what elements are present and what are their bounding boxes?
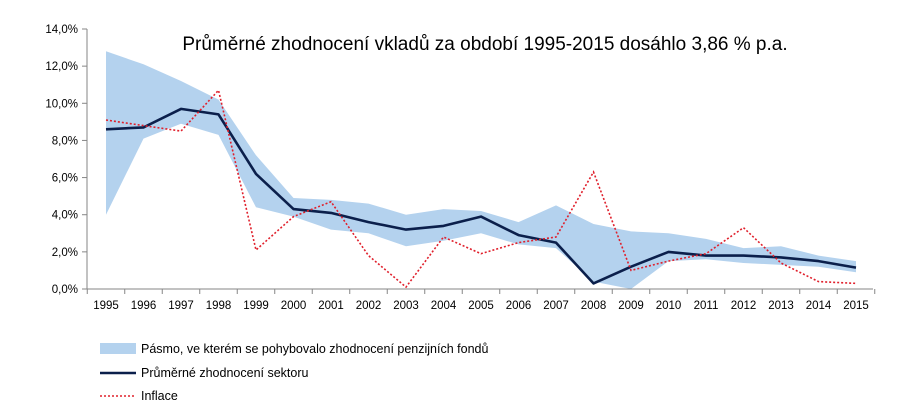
x-tick-label: 2004	[431, 300, 457, 312]
x-tick-label: 1999	[243, 300, 269, 312]
sector-average-line	[105, 107, 857, 285]
y-tick-label: 8,0%	[52, 135, 78, 147]
inflation-line	[105, 88, 857, 289]
legend-label: Inflace	[141, 389, 178, 403]
x-tick-label: 1997	[168, 300, 194, 312]
x-tick-label: 1996	[131, 300, 157, 312]
legend-label: Pásmo, ve kterém se pohybovalo zhodnocen…	[141, 342, 488, 356]
y-tick-label: 0,0%	[52, 284, 78, 296]
x-tick-label: 2008	[581, 300, 607, 312]
x-tick-label: 2015	[843, 300, 869, 312]
x-tick-label: 2006	[506, 300, 532, 312]
x-tick-label: 2013	[768, 300, 794, 312]
y-tick-label: 4,0%	[52, 210, 78, 222]
x-tick-label: 2007	[543, 300, 569, 312]
x-tick-label: 1995	[93, 300, 119, 312]
x-tick-label: 2010	[656, 300, 682, 312]
plot-area	[105, 51, 857, 289]
y-tick-label: 10,0%	[45, 98, 78, 110]
x-tick-label: 2001	[318, 300, 344, 312]
legend-band-swatch	[100, 343, 136, 354]
x-tick-label: 2012	[731, 300, 757, 312]
x-tick-label: 2011	[694, 300, 719, 312]
x-tick-label: 2009	[618, 300, 644, 312]
chart-title: Průměrné zhodnocení vkladů za období 199…	[182, 34, 787, 55]
y-tick-label: 2,0%	[52, 247, 78, 259]
y-tick-label: 6,0%	[52, 173, 78, 185]
pension-fund-range-band	[106, 51, 856, 289]
x-tick-label: 2014	[806, 300, 832, 312]
y-tick-label: 12,0%	[45, 61, 78, 73]
legend: Pásmo, ve kterém se pohybovalo zhodnocen…	[100, 342, 488, 403]
y-tick-label: 14,0%	[45, 24, 78, 36]
axes: 0,0% 2,0% 4,0% 6,0% 8,0% 10,0% 12,0% 14,0% 1995 1…	[45, 24, 876, 312]
legend-label: Průměrné zhodnocení sektoru	[141, 366, 309, 380]
x-tick-label: 2003	[393, 300, 419, 312]
x-tick-label: 2000	[281, 300, 307, 312]
x-tick-label: 2002	[356, 300, 382, 312]
x-tick-label: 2005	[468, 300, 494, 312]
x-tick-label: 1998	[206, 300, 232, 312]
